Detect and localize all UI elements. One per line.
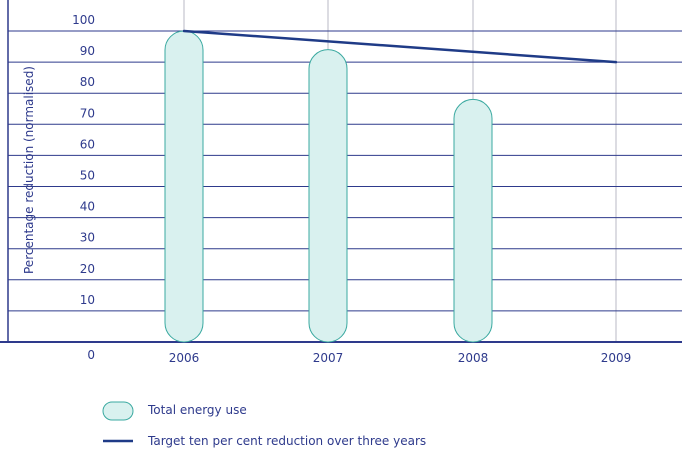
y-tick-label-60: 60 xyxy=(80,137,95,151)
y-tick-label-70: 70 xyxy=(80,106,95,120)
y-tick-label-100: 100 xyxy=(72,13,95,27)
y-tick-label-40: 40 xyxy=(80,200,95,214)
y-tick-label-90: 90 xyxy=(80,44,95,58)
y-tick-label-30: 30 xyxy=(80,231,95,245)
legend-bar-label: Total energy use xyxy=(147,403,247,417)
y-axis-title: Percentage reduction (normalised) xyxy=(22,66,36,274)
y-tick-label-50: 50 xyxy=(80,169,95,183)
bar-2008 xyxy=(453,98,493,343)
y-tick-label-0: 0 xyxy=(87,348,95,362)
bar-2006 xyxy=(164,30,204,343)
target-line-layer xyxy=(182,29,618,64)
x-tick-label-2008: 2008 xyxy=(458,351,489,365)
legend-line-label: Target ten per cent reduction over three… xyxy=(147,434,426,448)
tick-labels-layer: 0 10 20 30 40 50 60 70 80 90 100 2006 2007 2008 2009 xyxy=(72,13,631,365)
target-line xyxy=(182,29,618,64)
y-tick-label-20: 20 xyxy=(80,262,95,276)
x-tick-label-2007: 2007 xyxy=(313,351,344,365)
legend-bar-swatch xyxy=(102,401,134,421)
legend: Total energy use Target ten per cent red… xyxy=(102,401,426,448)
x-tick-label-2006: 2006 xyxy=(169,351,200,365)
bars-layer xyxy=(164,30,493,343)
y-tick-label-80: 80 xyxy=(80,75,95,89)
bar-2007 xyxy=(308,49,348,343)
y-tick-label-10: 10 xyxy=(80,293,95,307)
x-tick-label-2009: 2009 xyxy=(601,351,632,365)
